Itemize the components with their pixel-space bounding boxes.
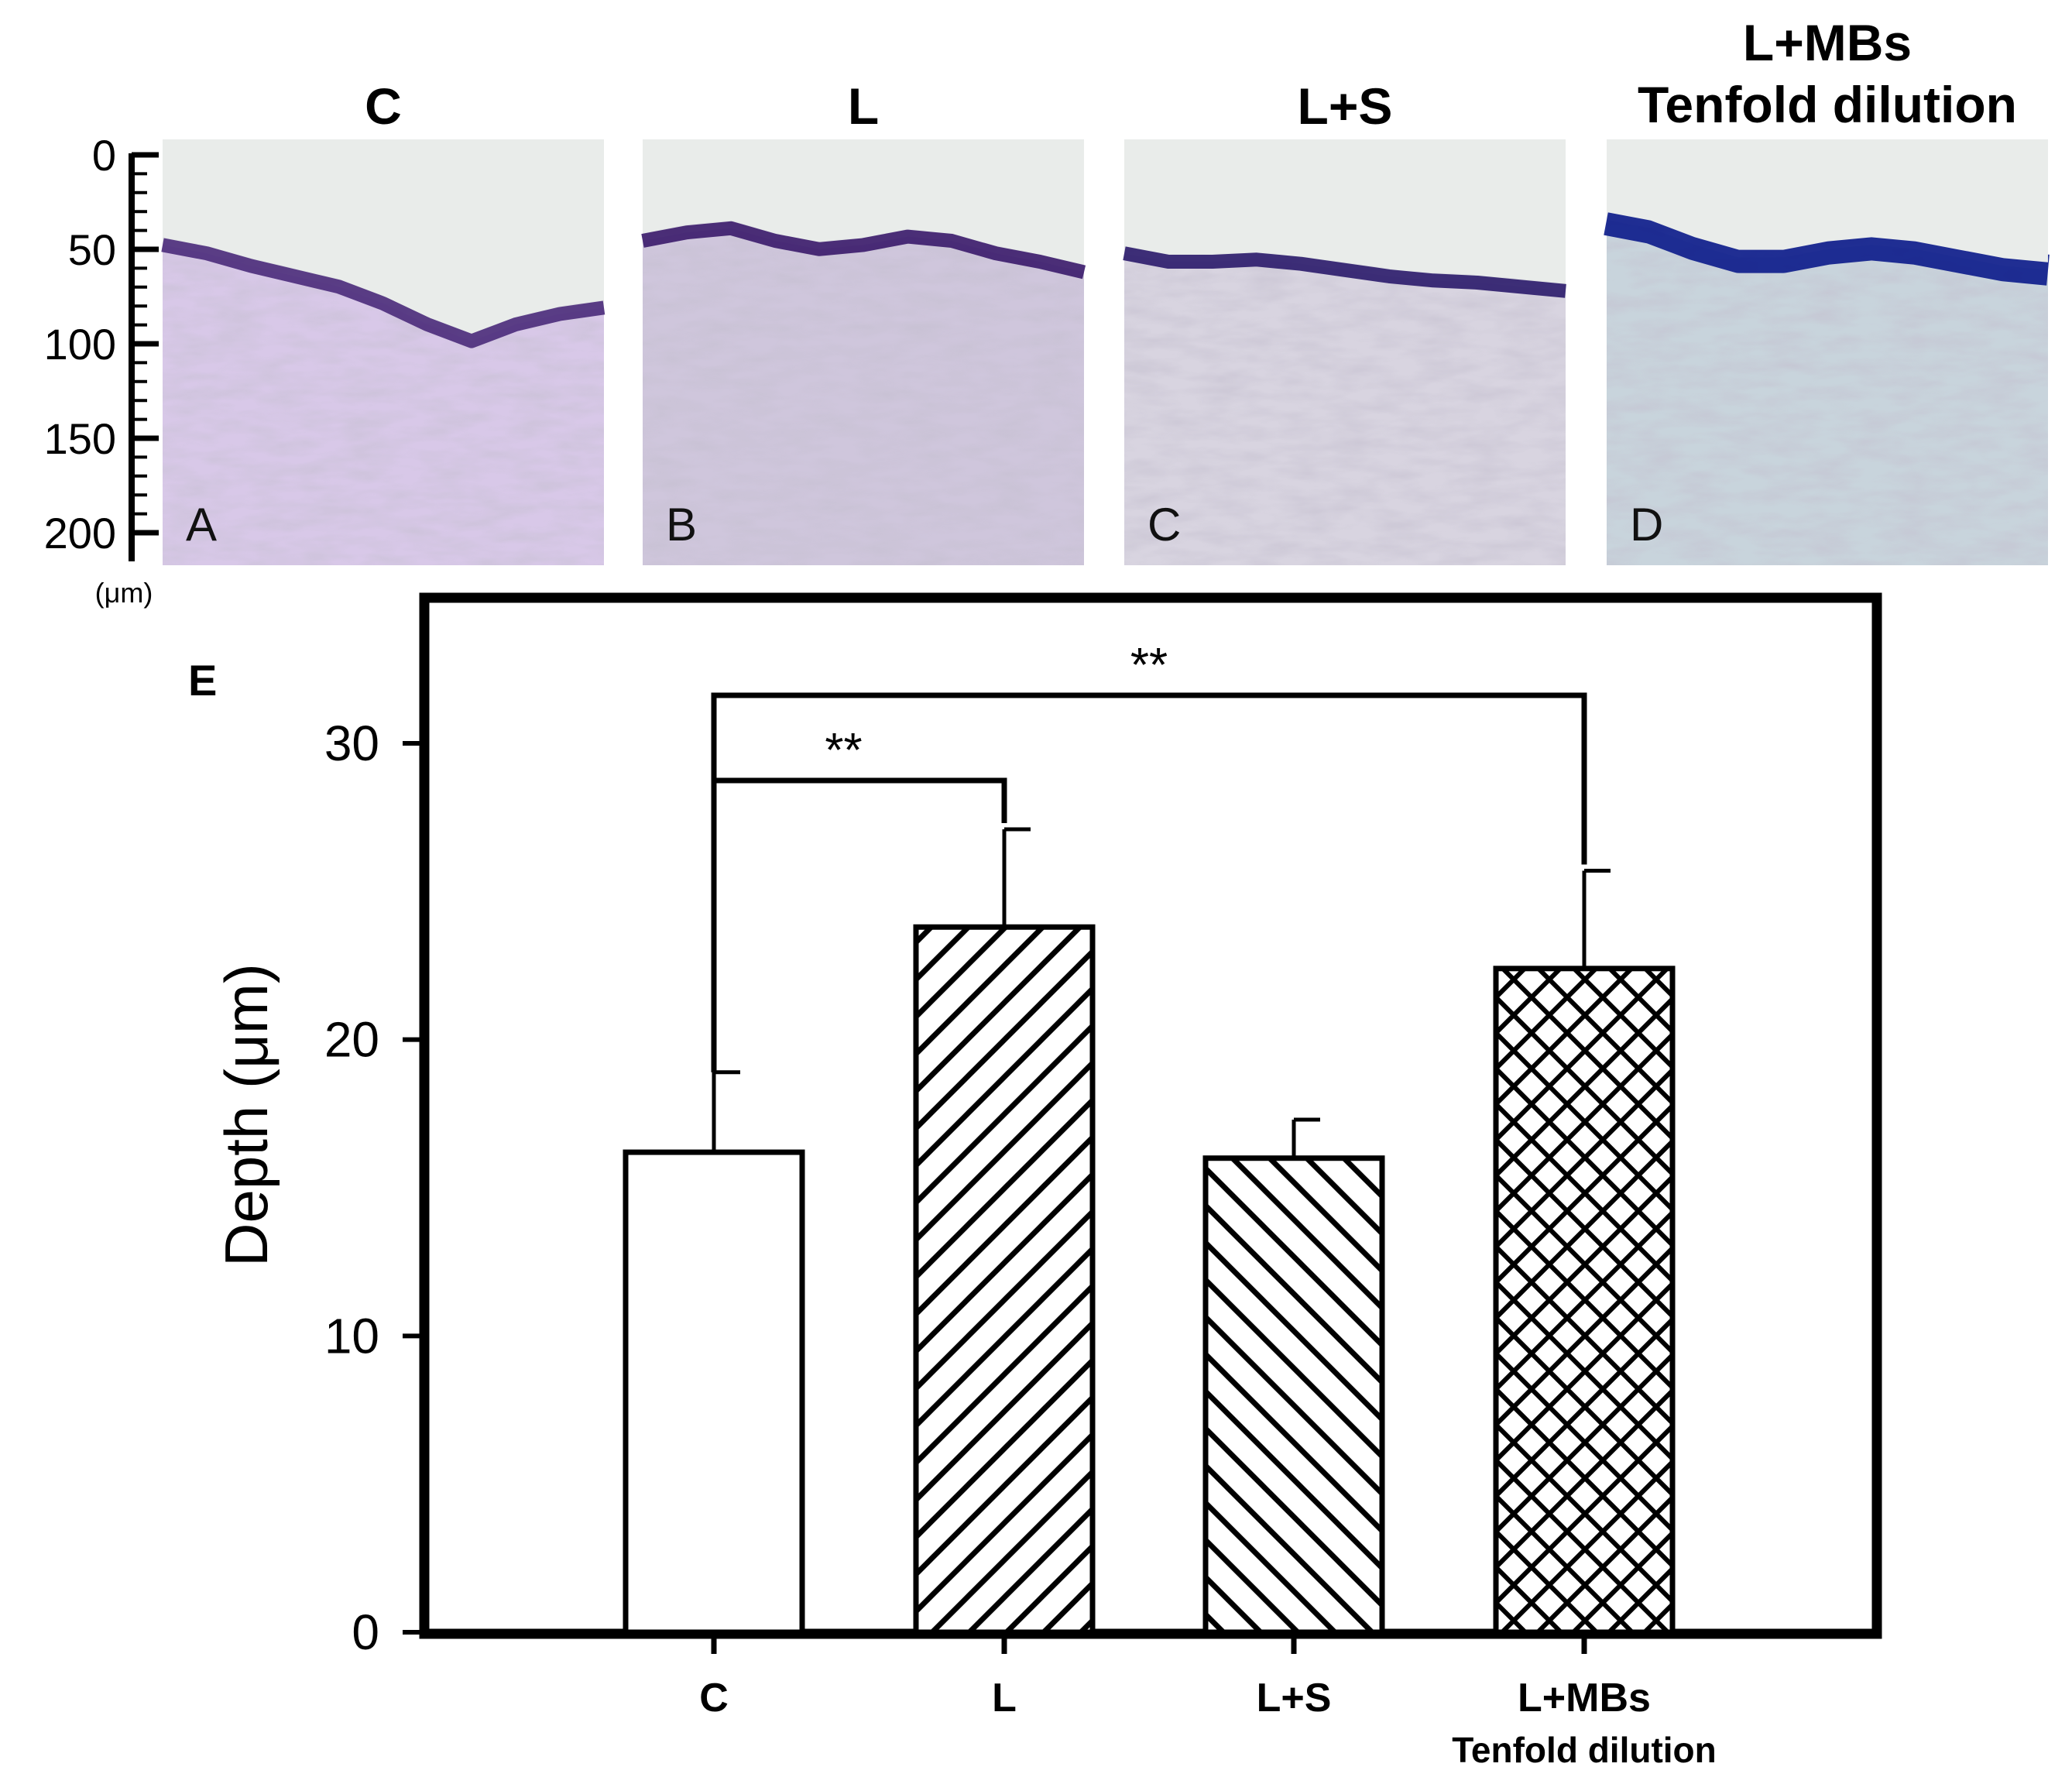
micrograph-d: D [1604, 139, 2050, 565]
stained-surface-layer [1123, 246, 1566, 298]
bar-c [623, 1149, 805, 1635]
micrograph-letter-b: B [666, 499, 697, 551]
x-axis: C L L+S L+MBs Tenfold dilution [699, 1632, 1717, 1770]
micrograph-b: B [641, 139, 1086, 565]
y-tick-label: 10 [324, 1308, 379, 1364]
micrograph-depth-scale: 0 50 100 150 200 (μm) [44, 131, 159, 609]
panel-title-1: C [365, 77, 402, 135]
x-tick-label: C [699, 1676, 729, 1721]
significance-marker: ** [825, 724, 862, 777]
x-tick-label: L [992, 1676, 1017, 1721]
micrographs: A B C D [161, 139, 2050, 565]
mounting-medium [163, 139, 604, 334]
y-tick-label: 20 [324, 1012, 379, 1068]
significance-bracket [711, 692, 1587, 1072]
significance-brackets: ** ** [711, 639, 1587, 1072]
y-tick-label: 0 [352, 1604, 379, 1660]
panel-title-4-line-1: L+MBs [1743, 14, 1912, 71]
error-bars [712, 827, 1611, 1158]
x-tick-label: L+MBs [1518, 1676, 1651, 1721]
scale-tick-label: 100 [44, 320, 116, 369]
bars [623, 924, 1676, 1635]
scale-tick-label: 50 [68, 225, 116, 274]
depth-bar-chart: E 0 10 20 30 ** ** C L L+S L+MBs Tenfold dilutio… [188, 592, 1882, 1770]
bar-l [913, 924, 1096, 1635]
micrograph-a: A [161, 139, 605, 565]
stained-surface-layer [641, 221, 1086, 280]
panel-title-3: L+S [1298, 77, 1393, 135]
y-axis-label: Depth (μm) [212, 963, 280, 1267]
x-tick-label: L+S [1257, 1676, 1332, 1721]
scale-tick-label: 150 [44, 414, 116, 463]
scale-unit-label: (μm) [95, 577, 153, 609]
y-tick-label: 30 [324, 715, 379, 771]
micrograph-letter-d: D [1630, 499, 1663, 551]
scale-tick-label: 200 [44, 509, 116, 558]
panel-title-4-line-2: Tenfold dilution [1638, 76, 2017, 133]
chart-frame [419, 592, 1882, 1639]
significance-marker: ** [1130, 639, 1168, 692]
micrograph-c: C [1123, 139, 1566, 565]
chart-panel-letter: E [188, 656, 217, 705]
y-axis: 0 10 20 30 [324, 715, 424, 1660]
mounting-medium [1124, 139, 1566, 283]
stained-surface-layer [161, 238, 605, 348]
bar-l-s [1202, 1155, 1385, 1635]
panel-title-2: L [848, 77, 879, 135]
mounting-medium [643, 139, 1084, 265]
mounting-medium [1607, 139, 2048, 262]
bar-l-mbs [1493, 966, 1676, 1635]
micrograph-letter-a: A [186, 499, 217, 551]
x-tick-sublabel: Tenfold dilution [1452, 1730, 1717, 1770]
stained-surface-layer [1604, 204, 2050, 286]
scale-tick-label: 0 [92, 131, 116, 180]
micrograph-letter-c: C [1147, 499, 1181, 551]
